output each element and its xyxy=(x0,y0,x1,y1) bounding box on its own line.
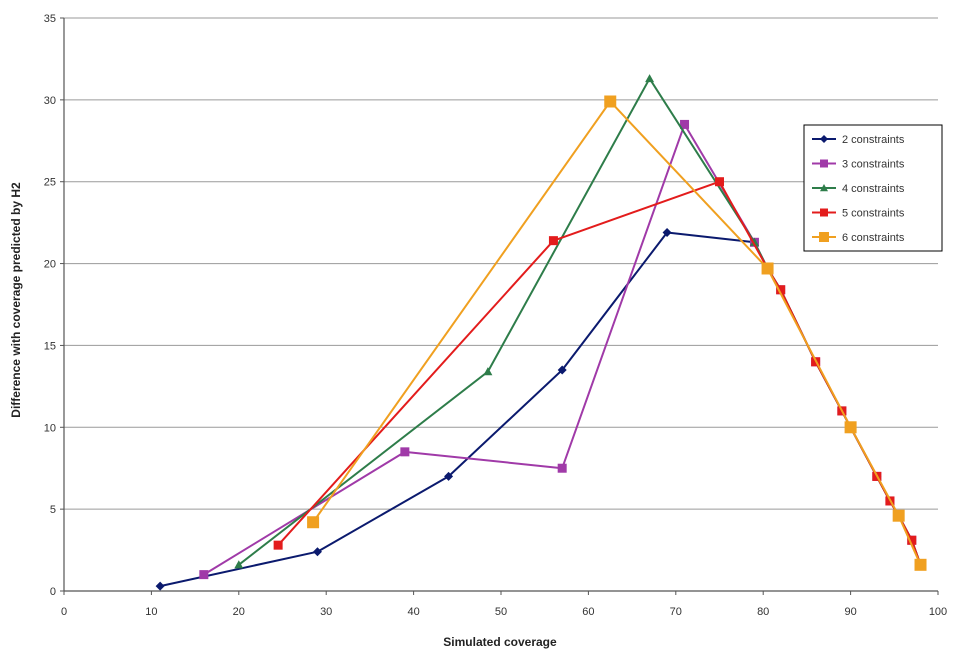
data-point xyxy=(892,509,905,522)
legend-item: 3 constraints xyxy=(812,159,905,171)
data-point xyxy=(907,535,917,545)
data-point xyxy=(557,365,567,375)
x-tick-label: 100 xyxy=(929,606,947,618)
data-point xyxy=(820,135,828,143)
data-point xyxy=(844,421,857,434)
data-point xyxy=(604,95,617,108)
series-2-constraints xyxy=(155,227,926,591)
legend-item: 2 constraints xyxy=(812,134,905,146)
tick-labels: 0 5 10 15 20 25 30 35 0 10 20 30 40 50 60 70 80 90 100 xyxy=(44,13,947,618)
series-line xyxy=(312,100,922,566)
y-tick-label: 35 xyxy=(44,13,56,25)
y-tick-label: 15 xyxy=(44,340,56,352)
legend-label: 3 constraints xyxy=(842,159,905,171)
y-tick-label: 5 xyxy=(50,504,56,516)
data-point xyxy=(548,236,558,246)
data-point xyxy=(761,262,774,275)
data-point xyxy=(749,237,759,246)
legend-item: 5 constraints xyxy=(812,208,905,220)
legend-item: 6 constraints xyxy=(812,232,905,244)
x-tick-label: 50 xyxy=(495,606,507,618)
legend-label: 6 constraints xyxy=(842,232,905,244)
axes xyxy=(60,17,939,595)
legend-label: 4 constraints xyxy=(842,183,905,195)
data-point xyxy=(820,208,828,217)
data-point xyxy=(312,547,322,557)
data-point xyxy=(444,471,454,481)
data-point xyxy=(715,177,724,187)
data-point xyxy=(645,74,655,83)
y-tick-label: 30 xyxy=(44,95,56,107)
data-point xyxy=(199,570,209,580)
series-lines xyxy=(155,74,927,591)
y-tick-label: 0 xyxy=(50,586,56,598)
data-point xyxy=(234,560,244,569)
x-tick-label: 90 xyxy=(844,606,856,618)
data-point xyxy=(820,184,828,192)
x-tick-label: 20 xyxy=(233,606,245,618)
data-point xyxy=(820,159,828,168)
x-tick-label: 0 xyxy=(61,606,67,618)
x-tick-label: 60 xyxy=(582,606,594,618)
y-axis-label: Difference with coverage predicted by H2 xyxy=(9,182,23,418)
x-tick-label: 10 xyxy=(145,606,157,618)
data-point xyxy=(400,447,410,457)
series-line xyxy=(159,231,922,588)
data-point xyxy=(307,516,320,529)
x-tick-label: 40 xyxy=(407,606,419,618)
y-tick-label: 20 xyxy=(44,259,56,271)
legend-label: 2 constraints xyxy=(842,134,905,146)
y-tick-label: 25 xyxy=(44,177,56,189)
data-point xyxy=(557,463,567,473)
data-point xyxy=(155,581,165,591)
legend-item: 4 constraints xyxy=(812,183,905,195)
x-axis-label: Simulated coverage xyxy=(443,635,557,649)
gridlines xyxy=(64,17,938,510)
legend-label: 5 constraints xyxy=(842,208,905,220)
data-point xyxy=(680,119,690,129)
y-tick-label: 10 xyxy=(44,422,56,434)
x-tick-label: 30 xyxy=(320,606,332,618)
data-point xyxy=(483,367,493,376)
data-point xyxy=(273,540,283,550)
data-point xyxy=(662,227,672,237)
series-6-constraints xyxy=(307,95,927,571)
data-point xyxy=(776,285,786,295)
data-point xyxy=(819,232,829,242)
legend: 2 constraints 3 constraints 4 constraints 5… xyxy=(803,124,943,252)
data-point xyxy=(914,558,927,571)
x-tick-label: 80 xyxy=(757,606,769,618)
x-tick-label: 70 xyxy=(670,606,682,618)
